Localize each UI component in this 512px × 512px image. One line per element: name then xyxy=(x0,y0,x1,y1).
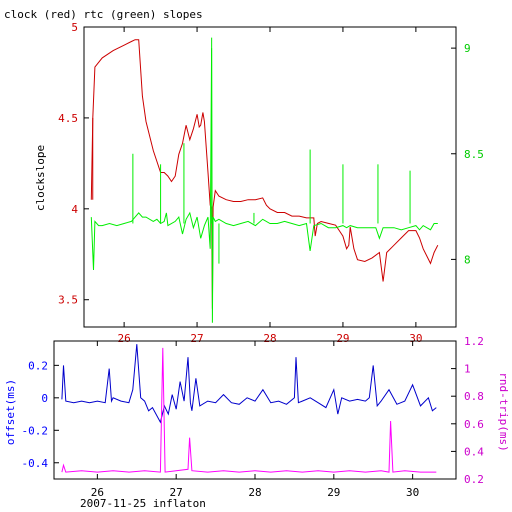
top-chart-title: clock (red) rtc (green) slopes xyxy=(4,8,203,21)
bottom-y-left-tick-label: -0.2 xyxy=(22,424,49,437)
bottom-x-tick-label: 26 xyxy=(91,486,104,499)
top-y-left-tick-label: 3.5 xyxy=(58,294,78,307)
bottom-y-left-tick-label: 0.2 xyxy=(28,359,48,372)
bottom-x-tick-label: 27 xyxy=(170,486,183,499)
top-series-rtc xyxy=(90,48,438,323)
bottom-y-right-tick-label: 0.4 xyxy=(464,445,484,458)
bottom-y-right-tick-label: 1 xyxy=(464,363,471,376)
top-y-axis-label: clockslope xyxy=(34,145,47,211)
top-series-group xyxy=(90,37,439,323)
top-x-tick-label: 30 xyxy=(409,332,422,345)
top-y-axis-right: 88.59 xyxy=(451,42,484,266)
top-y-left-tick-label: 5 xyxy=(71,21,78,34)
bottom-y-right-tick-label: 0.8 xyxy=(464,390,484,403)
bottom-y-axis-right: 0.2 0.4 0.6 0.8 1 1.2 xyxy=(451,335,484,486)
bottom-series-rndtrip xyxy=(61,347,437,473)
top-plot-frame xyxy=(83,26,457,328)
top-y-right-tick-label: 9 xyxy=(464,42,471,55)
bottom-y-axis-left: -0.4 -0.2 0 0.2 xyxy=(22,359,59,470)
top-series-clock xyxy=(90,39,439,309)
bottom-x-tick-label: 28 xyxy=(248,486,261,499)
bottom-x-axis: 26 27 28 29 30 xyxy=(91,341,419,499)
bottom-y-right-tick-label: 1.2 xyxy=(464,335,484,348)
top-x-tick-label: 27 xyxy=(190,332,203,345)
top-x-tick-label: 28 xyxy=(263,332,276,345)
bottom-x-tick-label: 30 xyxy=(406,486,419,499)
bottom-x-tick-label: 29 xyxy=(327,486,340,499)
bottom-y-axis-right-label: rnd-trip(ms) xyxy=(497,372,510,451)
bottom-y-left-tick-label: 0 xyxy=(41,392,48,405)
top-x-axis: 26 27 28 29 30 xyxy=(117,27,423,345)
top-x-tick-label: 29 xyxy=(336,332,349,345)
bottom-x-axis-label: 2007-11-25 inflaton xyxy=(80,497,206,510)
bottom-plot-frame xyxy=(53,340,457,480)
bottom-series-group xyxy=(61,344,437,473)
top-x-tick-label: 26 xyxy=(117,332,130,345)
bottom-y-left-tick-label: -0.4 xyxy=(22,457,49,470)
top-y-axis-left: 3.5 4 4.5 5 xyxy=(58,21,89,307)
bottom-y-right-tick-label: 0.2 xyxy=(464,473,484,486)
top-y-left-tick-label: 4 xyxy=(71,203,78,216)
bottom-series-offset xyxy=(61,344,437,424)
top-y-right-tick-label: 8 xyxy=(464,253,471,266)
bottom-y-axis-label: offset(ms) xyxy=(4,379,17,445)
top-y-left-tick-label: 4.5 xyxy=(58,112,78,125)
top-y-right-tick-label: 8.5 xyxy=(464,148,484,161)
bottom-y-right-tick-label: 0.6 xyxy=(464,418,484,431)
